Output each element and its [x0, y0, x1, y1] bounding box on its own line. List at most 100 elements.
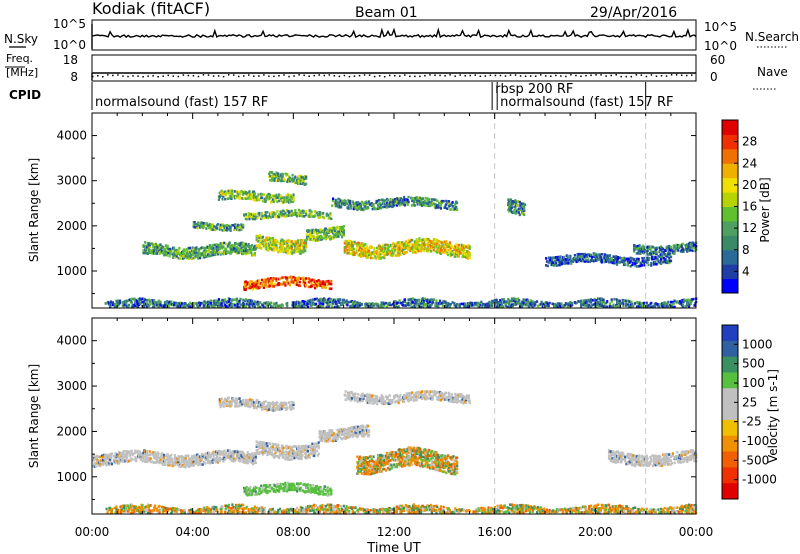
power-cell [221, 304, 224, 308]
velocity-cell [209, 456, 212, 459]
power-cell [154, 301, 157, 304]
power-cell [450, 253, 453, 257]
power-cell [379, 257, 382, 260]
power-cell [152, 244, 155, 247]
velocity-cell [131, 458, 134, 461]
power-cell [259, 285, 262, 289]
power-cell [411, 198, 415, 202]
power-cell [583, 255, 586, 258]
velocity-cell [311, 446, 314, 449]
power-cell [240, 228, 243, 231]
power-cell [394, 300, 398, 303]
power-cell [221, 190, 224, 193]
power-cell [555, 258, 558, 262]
power-cell [425, 305, 428, 309]
power-cell [180, 305, 184, 309]
power-cell [603, 302, 606, 306]
power-cell [398, 301, 401, 305]
power-cell [297, 303, 301, 306]
power-colorbar-tick-label: 28 [742, 135, 757, 149]
power-cell [520, 202, 523, 205]
power-cell [267, 303, 270, 307]
power-cell [315, 279, 319, 283]
velocity-cell [145, 449, 149, 453]
power-cell [650, 305, 653, 309]
power-cell [343, 251, 346, 254]
power-cell [216, 301, 219, 305]
power-cell [333, 298, 336, 302]
velocity-cell [224, 452, 227, 456]
power-cell [681, 303, 684, 307]
power-cell [256, 284, 259, 288]
velocity-cell [193, 454, 196, 458]
power-cell [243, 245, 246, 249]
power-cell [623, 299, 626, 302]
power-cell [192, 252, 195, 256]
power-cell [348, 239, 351, 243]
power-cell [253, 285, 256, 288]
nsky-trace-line [91, 27, 697, 39]
power-cell [441, 304, 444, 307]
velocity-cell [268, 452, 271, 456]
power-cell [424, 201, 427, 205]
nave-point [248, 74, 250, 76]
power-cell [655, 246, 658, 250]
power-cell [317, 229, 320, 232]
power-cell [294, 301, 297, 304]
power-cell [426, 199, 429, 202]
power-cell [467, 244, 470, 247]
power-cell [357, 201, 360, 204]
power-cell [272, 247, 275, 250]
velocity-cell [135, 459, 138, 463]
power-cell [234, 250, 238, 253]
power-cell [418, 243, 421, 247]
power-cell [305, 212, 308, 216]
power-cell [390, 198, 393, 202]
power-cell [334, 198, 337, 202]
power-cell [194, 251, 197, 255]
power-cell [359, 205, 363, 208]
power-cell [239, 196, 242, 200]
power-cell [411, 297, 415, 300]
power-cell [293, 178, 296, 181]
power-cell [637, 259, 640, 262]
velocity-cell [249, 453, 252, 457]
power-cell [651, 255, 654, 259]
power-cell [555, 264, 558, 267]
power-cell [506, 305, 509, 309]
velocity-cell [171, 457, 174, 461]
power-cell [532, 302, 535, 305]
power-cell [420, 202, 423, 205]
power-cell [198, 250, 201, 253]
power-cell [660, 245, 663, 249]
velocity-cell [274, 442, 277, 446]
velocity-cell [154, 456, 158, 459]
power-cell [610, 300, 613, 303]
velocity-cell [262, 449, 265, 452]
velocity-cell [136, 449, 140, 453]
power-cell [204, 253, 207, 257]
nave-point [545, 75, 547, 77]
power-cell [395, 204, 398, 207]
power-cell [585, 253, 588, 257]
power-cell [508, 302, 511, 306]
velocity-cell [310, 452, 313, 455]
velocity-cell [305, 444, 308, 448]
power-cell [340, 235, 344, 239]
power-cell [395, 200, 398, 203]
velocity-cell [281, 449, 284, 453]
velocity-cell [291, 445, 294, 449]
power-cell [251, 280, 254, 283]
power-cell [234, 304, 237, 307]
power-cell [305, 241, 308, 245]
power-cell [218, 243, 221, 247]
power-cell [636, 244, 639, 248]
power-cell [362, 248, 365, 252]
velocity-cell [198, 460, 202, 464]
power-cell [650, 246, 653, 250]
velocity-cell [189, 461, 193, 465]
power-cell [468, 251, 471, 255]
power-cell [312, 238, 315, 242]
power-cell [635, 247, 638, 250]
